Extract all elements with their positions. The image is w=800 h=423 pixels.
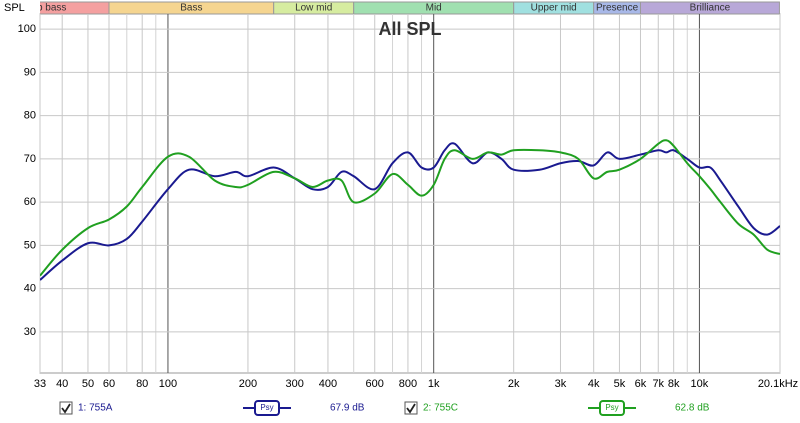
x-tick-label: 33: [34, 378, 46, 390]
x-tick-label: 100: [159, 378, 177, 390]
y-tick-label: 80: [24, 110, 36, 122]
x-tick-label: 400: [319, 378, 337, 390]
layer: Sub bass Bass Low mid Mid Upper mid Presence B…: [18, 1, 798, 416]
legend-checkbox[interactable]: [59, 401, 73, 415]
band-label: Presence: [596, 3, 639, 14]
legend-name: 2: 755C: [423, 403, 458, 414]
band: [639, 1, 780, 15]
y-axis-label: SPL: [4, 2, 25, 14]
x-tick-label: 800: [399, 378, 417, 390]
x-tick-label: 300: [286, 378, 304, 390]
legend-level: 67.9 dB: [330, 403, 365, 414]
band-label: Upper mid: [531, 3, 577, 14]
x-tick-label: 6k: [635, 378, 647, 390]
checkbox-check: [61, 403, 71, 414]
x-tick-label: 4k: [588, 378, 600, 390]
legend-smoothing: Psy: [260, 403, 273, 412]
x-tick-label: 20.1kHz: [758, 378, 798, 390]
x-tick-label: 2k: [508, 378, 520, 390]
x-tick-label: 200: [239, 378, 257, 390]
checkbox-box: [59, 401, 73, 415]
y-tick-label: 100: [18, 23, 36, 35]
legend-swatch: [254, 400, 280, 416]
x-tick-label: 1k: [428, 378, 440, 390]
y-tick-label: 70: [24, 153, 36, 165]
x-tick-label: 600: [366, 378, 384, 390]
plot-area: [39, 13, 781, 374]
y-tick-label: 50: [24, 239, 36, 251]
band-label: Bass: [180, 3, 202, 14]
legend-swatch: [599, 400, 625, 416]
x-tick-label: 8k: [668, 378, 680, 390]
x-tick-label: 7k: [652, 378, 664, 390]
checkbox-check: [406, 403, 416, 414]
checkbox-box: [404, 401, 418, 415]
band-label: Sub bass: [25, 3, 67, 14]
x-tick-label: 3k: [555, 378, 567, 390]
x-tick-label: 50: [82, 378, 94, 390]
x-tick-label: 10k: [691, 378, 709, 390]
x-tick-label: 5k: [614, 378, 626, 390]
x-tick-label: 80: [136, 378, 148, 390]
y-tick-label: 60: [24, 196, 36, 208]
band-header: Sub bass Bass Low mid Mid Upper mid Presence B…: [25, 1, 780, 15]
chart-title: All SPL: [378, 19, 441, 39]
legend-smoothing: Psy: [605, 403, 618, 412]
legend-name: 1: 755A: [78, 403, 113, 414]
x-tick-label: 60: [103, 378, 115, 390]
series-line: [40, 139, 780, 277]
band-label: Mid: [426, 3, 442, 14]
legend-level: 62.8 dB: [675, 403, 710, 414]
band-label: Brilliance: [690, 3, 731, 14]
band-label: Low mid: [295, 3, 332, 14]
y-tick-label: 40: [24, 283, 36, 295]
y-tick-label: 30: [24, 326, 36, 338]
y-tick-label: 90: [24, 66, 36, 78]
x-tick-label: 40: [56, 378, 68, 390]
legend-checkbox[interactable]: [404, 401, 418, 415]
